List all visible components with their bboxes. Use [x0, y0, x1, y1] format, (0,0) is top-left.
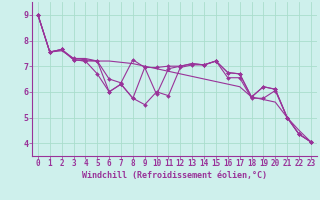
- X-axis label: Windchill (Refroidissement éolien,°C): Windchill (Refroidissement éolien,°C): [82, 171, 267, 180]
